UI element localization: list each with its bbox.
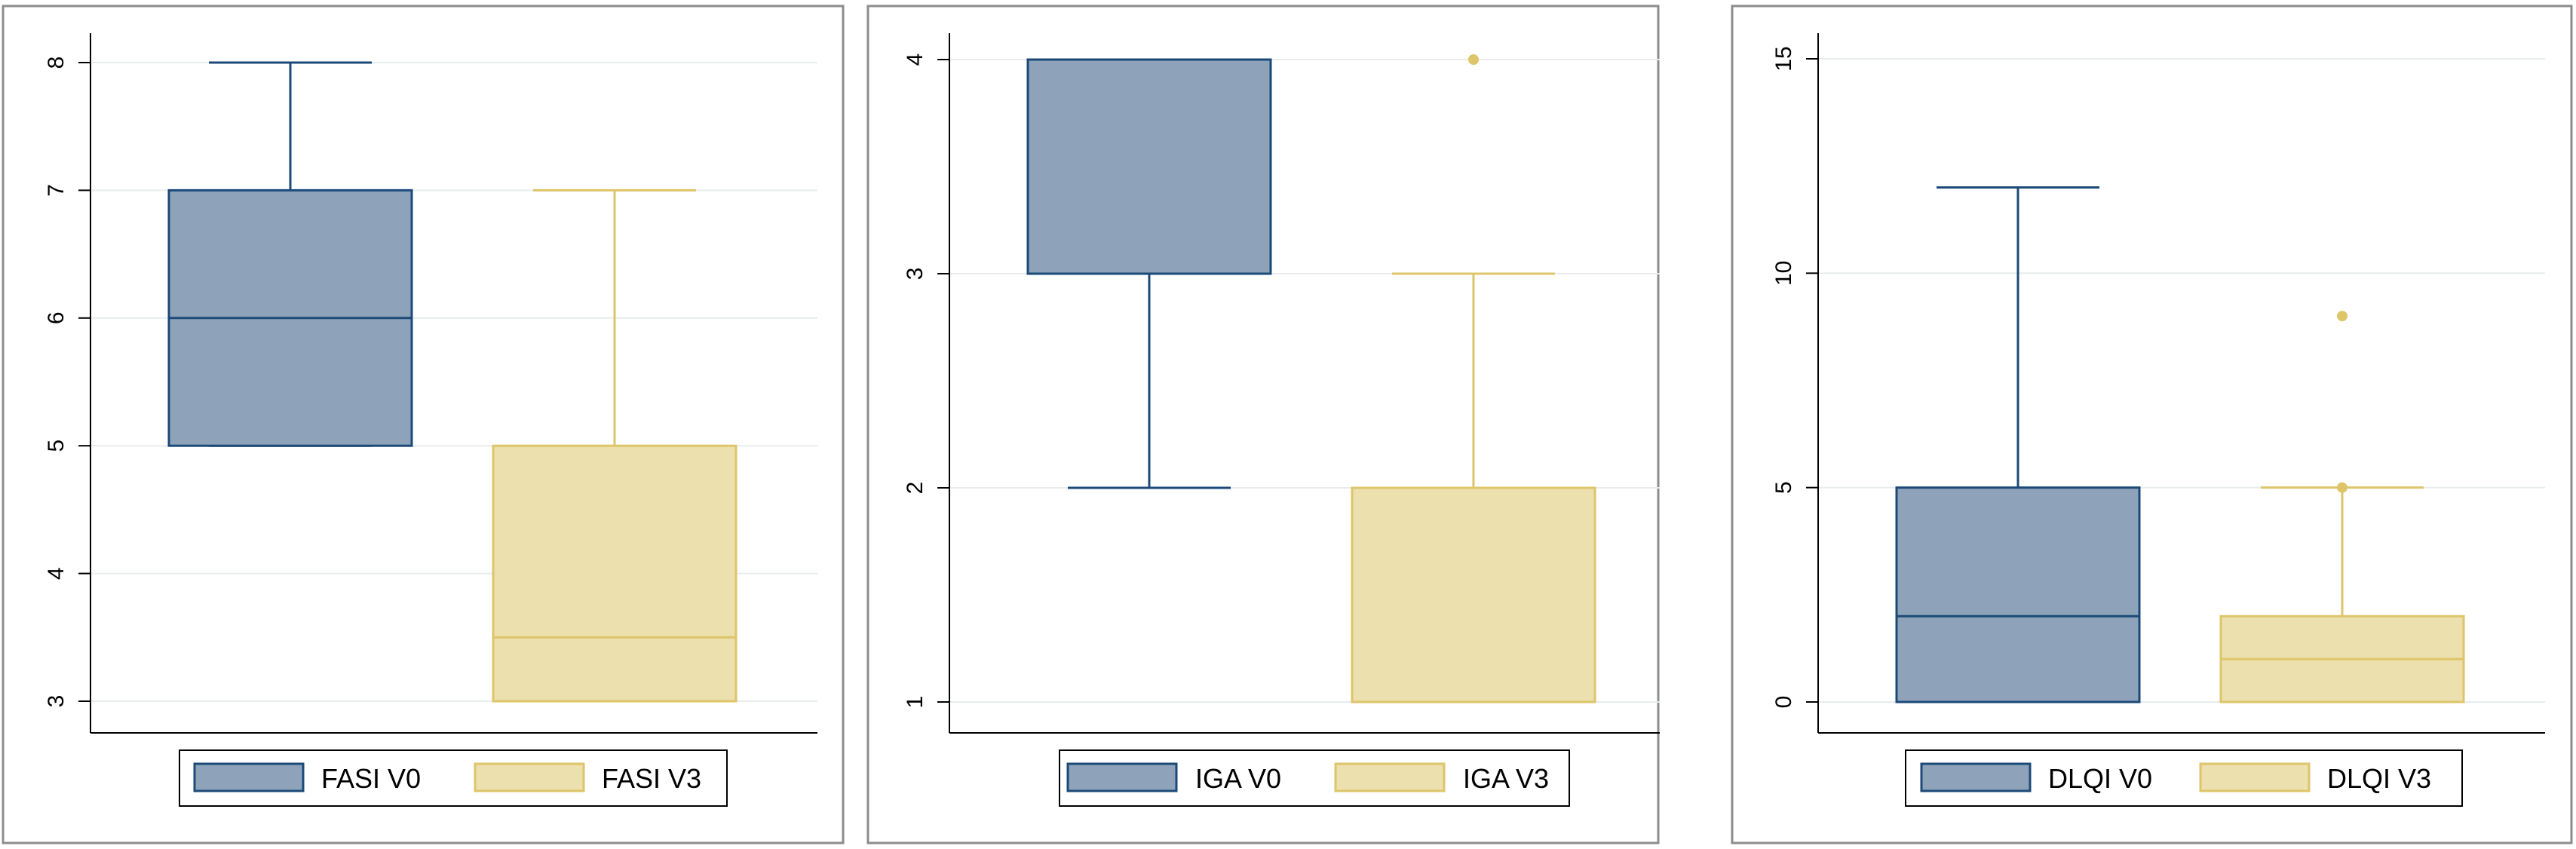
y-tick-label: 3: [44, 695, 69, 708]
legend-label: IGA V0: [1195, 763, 1281, 794]
legend-label: FASI V0: [321, 763, 421, 794]
legend-label: FASI V3: [602, 763, 701, 794]
y-tick-label: 5: [44, 440, 69, 452]
dlqi-boxplot-panel: 0 5 10 15 DLQI V0 DLQI V3: [1731, 0, 2573, 849]
iga-v3-outlier: [1468, 54, 1479, 65]
iga-v3-box: [1351, 486, 1596, 703]
legend-swatch: [2199, 762, 2311, 792]
y-tick-label: 4: [903, 54, 928, 66]
dlqi-v0-box: [1895, 486, 2141, 703]
fasi-boxplot-panel: 3 4 5 6 7 8 FASI V0 FASI V3: [2, 0, 845, 849]
y-tick-label: 7: [44, 184, 69, 197]
dlqi-v3-outlier: [2337, 311, 2348, 322]
legend-swatch: [1920, 762, 2032, 792]
legend-swatch: [1334, 762, 1446, 792]
legend-swatch: [474, 762, 585, 792]
dlqi-v3-outlier: [2337, 482, 2348, 493]
legend-label: DLQI V3: [2327, 763, 2431, 794]
y-tick-label: 1: [903, 696, 928, 709]
legend-label: IGA V3: [1463, 763, 1549, 794]
iga-boxplot-panel: 1 2 3 4 IGA V0 IGA V3: [866, 0, 1660, 849]
y-tick-label: 3: [903, 268, 928, 280]
y-tick-label: 4: [44, 567, 69, 580]
panel-frame: [866, 5, 1660, 844]
y-tick-label: 10: [1771, 261, 1796, 286]
y-tick-label: 5: [1771, 481, 1796, 494]
fasi-v3-box: [492, 444, 738, 703]
iga-v0-box: [1026, 58, 1272, 275]
panel-frame: [1731, 5, 2573, 844]
legend-swatch: [193, 762, 305, 792]
y-tick-label: 8: [44, 57, 69, 69]
legend-swatch: [1066, 762, 1178, 792]
y-tick-label: 6: [44, 311, 69, 324]
iga-boxplot-svg: 1 2 3 4 IGA V0 IGA V3: [866, 5, 1660, 844]
dlqi-boxplot-svg: 0 5 10 15 DLQI V0 DLQI V3: [1731, 5, 2573, 844]
legend-label: DLQI V0: [2048, 763, 2152, 794]
y-tick-label: 15: [1771, 46, 1796, 71]
panel-frame: [2, 5, 845, 844]
y-tick-label: 2: [903, 482, 928, 495]
y-tick-label: 0: [1771, 696, 1796, 709]
fasi-boxplot-svg: 3 4 5 6 7 8 FASI V0 FASI V3: [2, 5, 845, 844]
